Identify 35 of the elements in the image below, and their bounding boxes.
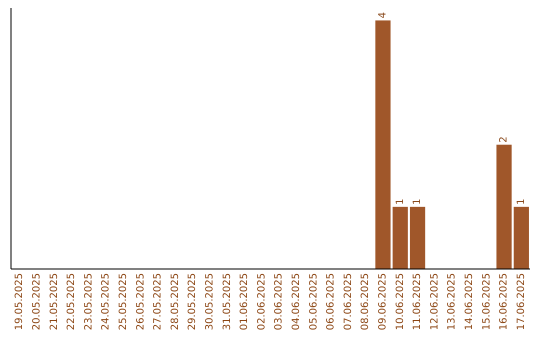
x-tick-label: 19.05.2025 — [14, 273, 26, 330]
x-tick-label: 11.06.2025 — [412, 273, 424, 330]
x-tick-label: 04.06.2025 — [290, 273, 302, 330]
x-tick-label: 24.05.2025 — [100, 273, 112, 330]
data-label: 2 — [498, 136, 510, 143]
x-tick-label: 12.06.2025 — [429, 273, 440, 330]
x-tick-label: 01.06.2025 — [239, 273, 250, 330]
x-tick-label: 31.05.2025 — [222, 273, 233, 330]
x-tick-label: 26.05.2025 — [135, 273, 146, 330]
x-tick-label: 22.05.2025 — [66, 273, 78, 330]
x-tick-label: 03.06.2025 — [274, 273, 285, 330]
x-tick-label: 15.06.2025 — [481, 273, 492, 330]
data-label: 4 — [377, 12, 388, 18]
x-tick-label: 30.05.2025 — [204, 273, 216, 330]
x-tick-label: 27.05.2025 — [152, 273, 164, 330]
x-tick-label: 25.05.2025 — [118, 273, 129, 330]
x-tick-label: 09.06.2025 — [377, 273, 388, 330]
x-tick-label: 05.06.2025 — [308, 273, 320, 330]
x-tick-label: 29.05.2025 — [187, 273, 198, 330]
x-tick-label: 07.06.2025 — [342, 273, 354, 330]
x-tick-label: 14.06.2025 — [464, 273, 475, 330]
x-tick-label: 17.06.2025 — [516, 273, 527, 330]
data-label: 1 — [394, 198, 406, 205]
data-label: 1 — [516, 198, 527, 205]
x-tick-label: 13.06.2025 — [446, 273, 458, 330]
x-tick-label: 16.06.2025 — [498, 273, 510, 330]
x-tick-label: 02.06.2025 — [256, 273, 268, 330]
x-tick-label: 28.05.2025 — [170, 273, 181, 330]
data-label: 1 — [412, 198, 424, 205]
x-tick-label: 08.06.2025 — [360, 273, 372, 330]
x-tick-label: 21.05.2025 — [48, 273, 60, 330]
x-tick-label: 20.05.2025 — [31, 273, 42, 330]
x-tick-label: 10.06.2025 — [394, 273, 406, 330]
x-tick-label: 23.05.2025 — [83, 273, 94, 330]
x-tick-label: 06.06.2025 — [326, 273, 337, 330]
